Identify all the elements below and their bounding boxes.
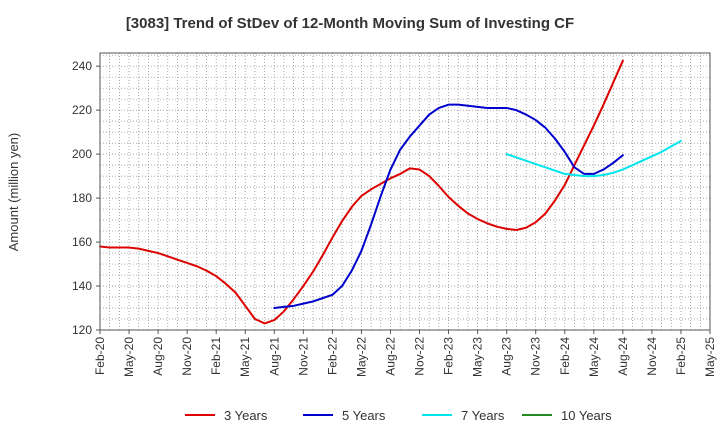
y-tick-label: 140 <box>72 279 92 293</box>
x-tick-label: Feb-22 <box>325 337 339 375</box>
chart-title: [3083] Trend of StDev of 12-Month Moving… <box>126 15 574 32</box>
series-line-5-years <box>273 103 624 310</box>
legend: 3 Years 5 Years 7 Years 10 Years <box>185 408 612 423</box>
x-tick-label: May-22 <box>354 337 368 377</box>
x-tick-label: Aug-21 <box>267 337 281 376</box>
legend-label-5-years: 5 Years <box>342 408 386 423</box>
x-tick-label: Aug-22 <box>383 337 397 376</box>
x-tick-label: May-20 <box>122 337 136 377</box>
x-tick-label: Feb-25 <box>674 337 688 375</box>
y-tick-label: 220 <box>72 103 92 117</box>
x-tick-label: Feb-23 <box>442 337 456 375</box>
series-lines <box>99 59 682 325</box>
y-tick-label: 180 <box>72 191 92 205</box>
plot-frame <box>99 52 711 331</box>
x-tick-label: Nov-22 <box>413 337 427 376</box>
x-tick-label: Feb-24 <box>558 337 572 375</box>
legend-label-10-years: 10 Years <box>561 408 612 423</box>
x-tick-label: May-23 <box>471 337 485 377</box>
grid <box>100 53 710 330</box>
x-tick-label: Feb-21 <box>209 337 223 375</box>
legend-label-7-years: 7 Years <box>461 408 505 423</box>
x-tick-label: Aug-20 <box>151 337 165 376</box>
y-tick-label: 200 <box>72 147 92 161</box>
y-axis-ticks: 120 140 160 180 200 220 240 <box>72 59 100 337</box>
y-tick-label: 240 <box>72 59 92 73</box>
x-tick-label: Aug-24 <box>616 337 630 376</box>
legend-label-3-years: 3 Years <box>224 408 268 423</box>
x-axis-ticks: Feb-20 May-20 Aug-20 Nov-20 Feb-21 May-21 Aug-… <box>93 330 717 377</box>
x-tick-label: Aug-23 <box>500 337 514 376</box>
x-tick-label: May-21 <box>238 337 252 377</box>
x-tick-label: May-24 <box>587 337 601 377</box>
y-tick-label: 160 <box>72 235 92 249</box>
x-tick-label: Nov-20 <box>180 337 194 376</box>
x-tick-label: Nov-21 <box>296 337 310 376</box>
y-axis-label: Amount (million yen) <box>6 133 21 252</box>
x-tick-label: Nov-23 <box>529 337 543 376</box>
plot-area <box>100 53 710 330</box>
x-tick-label: May-25 <box>703 337 717 377</box>
x-tick-label: Nov-24 <box>645 337 659 376</box>
series-line-3-years <box>99 59 624 325</box>
x-tick-label: Feb-20 <box>93 337 107 375</box>
series-line-7-years <box>505 139 682 178</box>
y-tick-label: 120 <box>72 323 92 337</box>
